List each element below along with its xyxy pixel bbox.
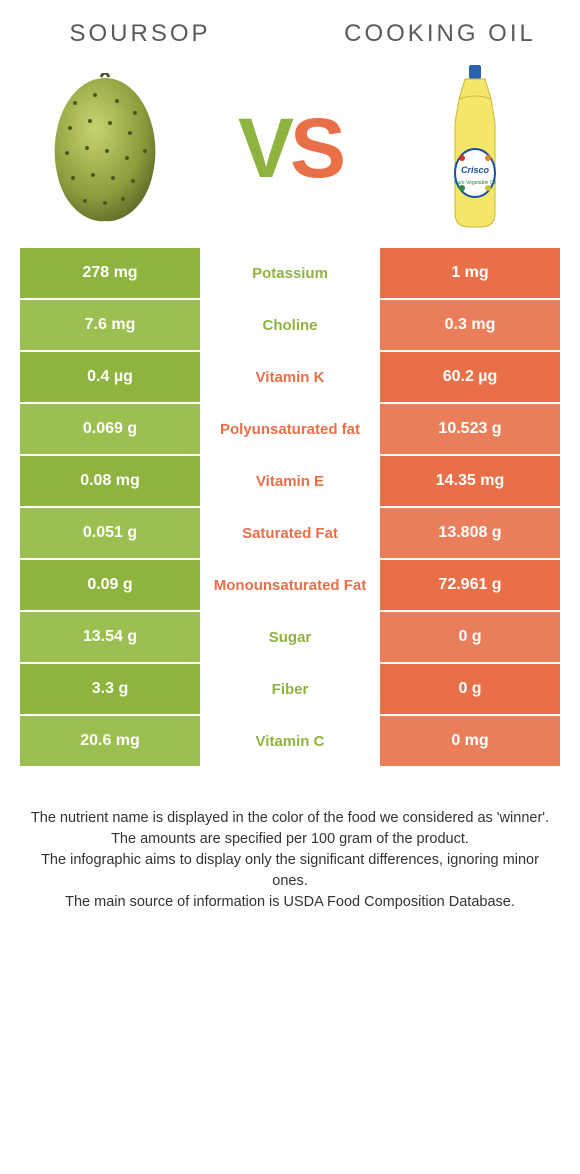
table-row: 3.3 gFiber0 g xyxy=(20,664,560,716)
right-value-cell: 10.523 g xyxy=(380,404,560,454)
table-row: 0.069 gPolyunsaturated fat10.523 g xyxy=(20,404,560,456)
left-value-cell: 20.6 mg xyxy=(20,716,200,766)
left-food-title: SOURSOP xyxy=(40,20,240,48)
footnote-line: The amounts are specified per 100 gram o… xyxy=(30,829,550,850)
nutrient-name-cell: Choline xyxy=(200,300,380,350)
nutrient-name-cell: Vitamin E xyxy=(200,456,380,506)
left-value-cell: 0.4 µg xyxy=(20,352,200,402)
vs-s: S xyxy=(290,100,342,197)
left-value-cell: 0.09 g xyxy=(20,560,200,610)
footnote-line: The nutrient name is displayed in the co… xyxy=(30,808,550,829)
nutrient-name-cell: Fiber xyxy=(200,664,380,714)
nutrient-name-cell: Sugar xyxy=(200,612,380,662)
right-food-title: COOKING OIL xyxy=(340,20,540,48)
left-value-cell: 0.069 g xyxy=(20,404,200,454)
nutrient-name-cell: Polyunsaturated fat xyxy=(200,404,380,454)
left-value-cell: 0.051 g xyxy=(20,508,200,558)
nutrient-name-cell: Monounsaturated Fat xyxy=(200,560,380,610)
table-row: 0.4 µgVitamin K60.2 µg xyxy=(20,352,560,404)
right-value-cell: 60.2 µg xyxy=(380,352,560,402)
nutrient-name-cell: Vitamin C xyxy=(200,716,380,766)
cooking-oil-image: Crisco Pure Vegetable Oil xyxy=(410,68,540,228)
footnote-line: The infographic aims to display only the… xyxy=(30,850,550,892)
left-value-cell: 278 mg xyxy=(20,248,200,298)
left-value-cell: 7.6 mg xyxy=(20,300,200,350)
left-value-cell: 3.3 g xyxy=(20,664,200,714)
svg-text:Pure Vegetable Oil: Pure Vegetable Oil xyxy=(454,180,496,186)
right-value-cell: 1 mg xyxy=(380,248,560,298)
table-row: 7.6 mgCholine0.3 mg xyxy=(20,300,560,352)
table-row: 13.54 gSugar0 g xyxy=(20,612,560,664)
left-value-cell: 13.54 g xyxy=(20,612,200,662)
table-row: 0.09 gMonounsaturated Fat72.961 g xyxy=(20,560,560,612)
table-row: 0.08 mgVitamin E14.35 mg xyxy=(20,456,560,508)
right-value-cell: 13.808 g xyxy=(380,508,560,558)
nutrient-name-cell: Saturated Fat xyxy=(200,508,380,558)
header-row: SOURSOP COOKING OIL xyxy=(0,0,580,48)
vs-label: VS xyxy=(238,100,342,197)
soursop-image xyxy=(40,68,170,228)
right-value-cell: 72.961 g xyxy=(380,560,560,610)
nutrient-name-cell: Vitamin K xyxy=(200,352,380,402)
left-value-cell: 0.08 mg xyxy=(20,456,200,506)
footnote-line: The main source of information is USDA F… xyxy=(30,892,550,913)
right-value-cell: 0.3 mg xyxy=(380,300,560,350)
right-value-cell: 0 g xyxy=(380,664,560,714)
right-value-cell: 0 mg xyxy=(380,716,560,766)
table-row: 20.6 mgVitamin C0 mg xyxy=(20,716,560,768)
right-value-cell: 14.35 mg xyxy=(380,456,560,506)
hero-row: VS Crisco Pure Vegetable Oil xyxy=(0,58,580,248)
vs-v: V xyxy=(238,100,290,197)
nutrient-comparison-table: 278 mgPotassium1 mg7.6 mgCholine0.3 mg0.… xyxy=(20,248,560,768)
footnotes: The nutrient name is displayed in the co… xyxy=(30,808,550,913)
svg-text:Crisco: Crisco xyxy=(461,165,490,175)
table-row: 0.051 gSaturated Fat13.808 g xyxy=(20,508,560,560)
nutrient-name-cell: Potassium xyxy=(200,248,380,298)
table-row: 278 mgPotassium1 mg xyxy=(20,248,560,300)
right-value-cell: 0 g xyxy=(380,612,560,662)
